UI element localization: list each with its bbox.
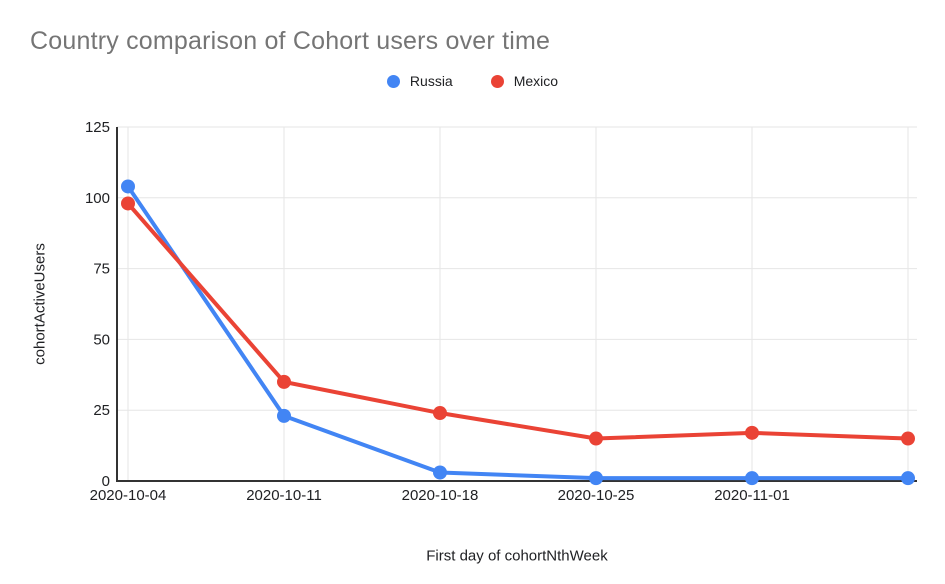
x-tick-label-4: 2020-11-01 (714, 487, 790, 504)
data-point-mexico-5[interactable] (901, 431, 915, 446)
y-tick-label-50: 50 (93, 331, 110, 348)
y-tick-label-75: 75 (93, 261, 110, 278)
data-point-mexico-3[interactable] (589, 431, 603, 446)
data-point-mexico-4[interactable] (745, 425, 759, 440)
x-tick-label-1: 2020-10-11 (246, 487, 322, 504)
x-tick-label-0: 2020-10-04 (90, 487, 167, 504)
y-tick-label-125: 125 (85, 119, 110, 136)
legend-item-russia[interactable]: Russia (386, 73, 453, 89)
russia-series-line (126, 184, 910, 481)
legend: Russia Mexico (0, 73, 945, 89)
data-point-russia-4[interactable] (745, 471, 759, 486)
russia-series-dot-icon (386, 74, 400, 88)
x-tick-label-2: 2020-10-18 (402, 487, 479, 504)
data-point-russia-1[interactable] (277, 408, 291, 423)
y-axis-title: cohortActiveUsers (31, 243, 49, 365)
legend-label-russia: Russia (409, 73, 453, 89)
data-point-russia-3[interactable] (589, 471, 603, 486)
y-tick-label-0: 0 (102, 473, 110, 490)
data-point-russia-5[interactable] (901, 471, 915, 486)
data-point-mexico-0[interactable] (121, 196, 135, 211)
data-point-mexico-1[interactable] (277, 374, 291, 389)
x-axis-title: First day of cohortNthWeek (426, 547, 608, 565)
mexico-series-dot-icon (490, 74, 504, 88)
mexico-series-line (126, 201, 910, 441)
x-tick-label-3: 2020-10-25 (558, 487, 635, 504)
legend-label-mexico: Mexico (513, 73, 559, 89)
data-point-russia-0[interactable] (121, 179, 135, 194)
legend-item-mexico[interactable]: Mexico (490, 73, 559, 89)
y-tick-label-100: 100 (85, 190, 110, 207)
data-point-russia-2[interactable] (433, 465, 447, 480)
data-point-mexico-2[interactable] (433, 406, 447, 421)
chart-title: Country comparison of Cohort users over … (30, 27, 551, 55)
y-tick-label-25: 25 (93, 402, 110, 419)
